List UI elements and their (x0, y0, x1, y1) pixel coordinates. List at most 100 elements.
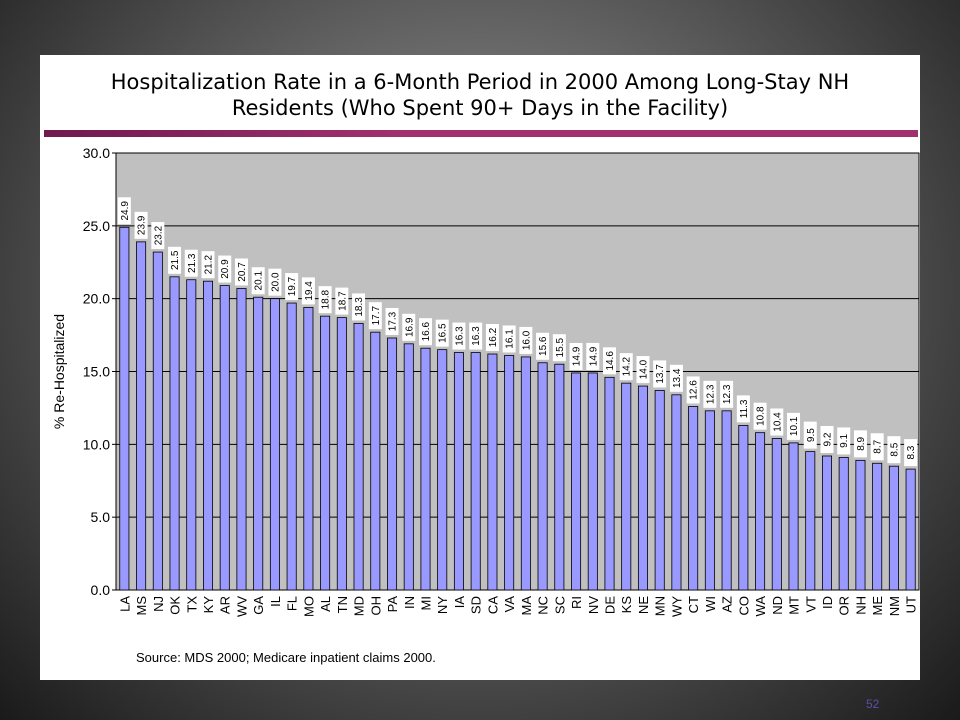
bar-IL (269, 298, 280, 591)
x-tick-label: CT (686, 596, 701, 613)
x-tick-label: SD (469, 596, 484, 614)
data-label: 10.1 (789, 416, 800, 436)
bar-MA (520, 356, 531, 591)
data-label: 8.5 (889, 442, 900, 456)
data-label: 21.2 (204, 255, 215, 275)
bar-IA (453, 352, 464, 591)
bar-CO (738, 424, 749, 591)
data-label-box (352, 293, 366, 321)
bar-NC (537, 362, 548, 591)
x-tick-label: AZ (720, 596, 735, 613)
bar-MS (136, 241, 147, 591)
x-tick-label: ME (870, 596, 885, 616)
x-tick-label: ID (820, 596, 835, 609)
data-label-box (603, 347, 617, 375)
data-label-box (134, 211, 148, 239)
data-label: 8.7 (873, 439, 884, 453)
bar-SC (554, 363, 565, 591)
x-tick-label: IL (268, 596, 283, 607)
data-label: 14.2 (622, 356, 633, 376)
data-label: 11.3 (739, 399, 750, 418)
data-label-box (268, 268, 282, 296)
x-tick-label: RI (569, 596, 584, 609)
bar-ID (821, 455, 832, 591)
bar-IN (403, 343, 414, 591)
x-tick-label: CA (485, 596, 500, 614)
chart-title-line2: Residents (Who Spent 90+ Days in the Fac… (231, 96, 729, 120)
bar-MO (303, 307, 314, 591)
x-tick-label: NE (636, 596, 651, 614)
bar-ME (872, 462, 883, 591)
data-label-box (536, 332, 550, 360)
x-tick-label: GA (251, 596, 266, 615)
data-label: 14.9 (588, 346, 599, 366)
data-label: 12.3 (722, 384, 733, 404)
bar-VT (805, 451, 816, 591)
bar-CT (688, 406, 699, 591)
data-label: 16.0 (521, 330, 532, 350)
data-label: 18.7 (337, 291, 348, 311)
data-label-box (301, 277, 315, 305)
x-tick-label: DE (603, 596, 618, 614)
data-label-box (418, 318, 432, 346)
data-label-box (770, 408, 784, 436)
bar-SD (470, 352, 481, 591)
x-tick-label: TN (335, 596, 350, 613)
data-label-box (803, 421, 817, 449)
y-tick-label: 30.0 (83, 145, 110, 161)
data-label-box (519, 326, 533, 354)
data-label: 16.1 (505, 329, 516, 349)
data-label-box (619, 353, 633, 381)
data-label-box (502, 325, 516, 353)
data-label-box (703, 380, 717, 408)
x-tick-label: VA (502, 596, 517, 613)
bar-NM (888, 465, 899, 591)
data-label: 16.9 (404, 317, 415, 337)
x-tick-label: OR (837, 596, 852, 616)
x-tick-label: WI (703, 596, 718, 612)
bar-OK (169, 276, 180, 591)
x-tick-label: IA (452, 596, 467, 609)
data-label: 9.1 (839, 434, 850, 448)
x-tick-label: KS (619, 596, 634, 614)
data-label: 14.0 (638, 359, 649, 379)
data-label: 24.9 (120, 201, 131, 221)
x-tick-label: MD (352, 596, 367, 616)
data-label: 12.3 (705, 384, 716, 404)
data-label-box (853, 430, 867, 458)
data-label: 20.0 (270, 272, 281, 292)
data-label-box (469, 322, 483, 350)
data-label-box (117, 197, 131, 225)
bar-OH (370, 331, 381, 591)
bar-AR (219, 285, 230, 591)
data-label: 17.3 (388, 311, 399, 331)
chart-title: Hospitalization Rate in a 6-Month Period… (40, 69, 920, 121)
bar-AZ (721, 410, 732, 591)
data-label-box (435, 319, 449, 347)
bar-chart: 0.0 5.0 10.0 15.0 20.0 25.0 30.0 % Re-Hospitali… (51, 145, 920, 617)
x-tick-label: TX (184, 596, 199, 613)
bar-KS (621, 382, 632, 591)
data-label: 20.1 (254, 271, 265, 291)
y-tick-label: 0.0 (91, 582, 111, 598)
x-tick-label: OK (168, 596, 183, 615)
x-tick-label: MN (653, 596, 668, 616)
slide: Hospitalization Rate in a 6-Month Period… (40, 55, 920, 680)
bar-LA (119, 226, 130, 591)
data-label-box (168, 246, 182, 274)
data-label-box (368, 302, 382, 330)
x-tick-label: UT (904, 596, 919, 613)
bar-AL (320, 315, 331, 591)
bar-UT (905, 468, 916, 591)
x-tick-label: NC (536, 596, 551, 615)
data-label-box (787, 412, 801, 440)
bar-GA (253, 296, 264, 591)
data-label: 9.2 (822, 432, 833, 446)
data-label-box (485, 324, 499, 352)
bar-NE (637, 385, 648, 591)
data-label: 14.9 (572, 346, 583, 366)
data-label-box (184, 249, 198, 277)
data-label: 8.3 (906, 445, 917, 459)
bar-ND (771, 438, 782, 591)
x-tick-label: VT (803, 596, 818, 613)
